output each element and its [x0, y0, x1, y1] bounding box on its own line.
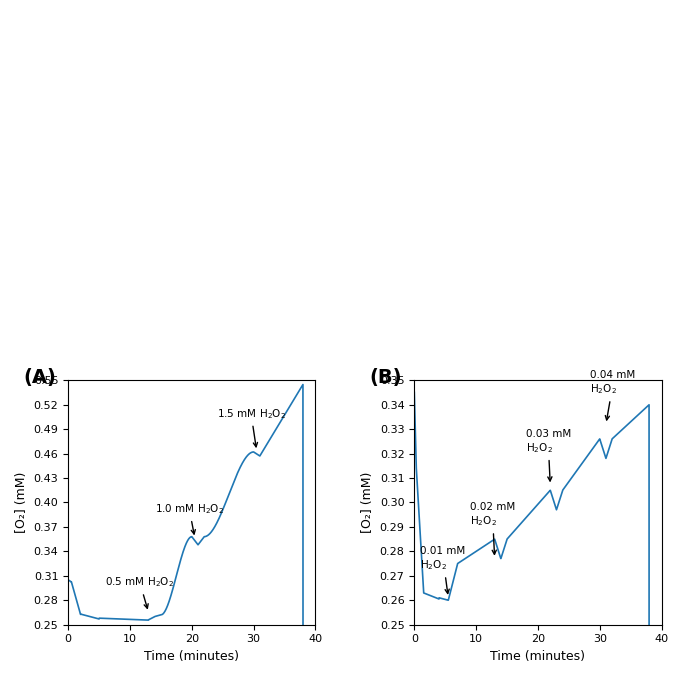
Y-axis label: [O₂] (mM): [O₂] (mM): [15, 472, 28, 533]
Text: 0.04 mM
H$_2$O$_2$: 0.04 mM H$_2$O$_2$: [591, 371, 636, 420]
Text: (B): (B): [370, 368, 402, 387]
Text: 1.5 mM H$_2$O$_2$: 1.5 mM H$_2$O$_2$: [217, 407, 286, 447]
X-axis label: Time (minutes): Time (minutes): [490, 650, 585, 663]
Text: (A): (A): [24, 368, 57, 387]
Text: 0.02 mM
H$_2$O$_2$: 0.02 mM H$_2$O$_2$: [470, 502, 515, 554]
X-axis label: Time (minutes): Time (minutes): [145, 650, 239, 663]
Y-axis label: [O₂] (mM): [O₂] (mM): [361, 472, 374, 533]
Text: 0.01 mM
H$_2$O$_2$: 0.01 mM H$_2$O$_2$: [421, 547, 466, 593]
Text: 1.0 mM H$_2$O$_2$: 1.0 mM H$_2$O$_2$: [155, 502, 224, 534]
Text: 0.03 mM
H$_2$O$_2$: 0.03 mM H$_2$O$_2$: [526, 429, 571, 481]
Text: 0.5 mM H$_2$O$_2$: 0.5 mM H$_2$O$_2$: [105, 576, 175, 608]
